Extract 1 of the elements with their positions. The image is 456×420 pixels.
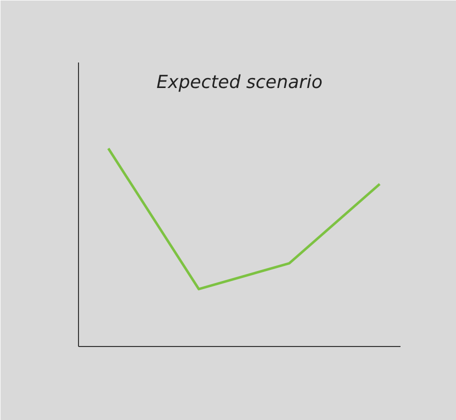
chart-title: Expected scenario — [156, 72, 322, 93]
